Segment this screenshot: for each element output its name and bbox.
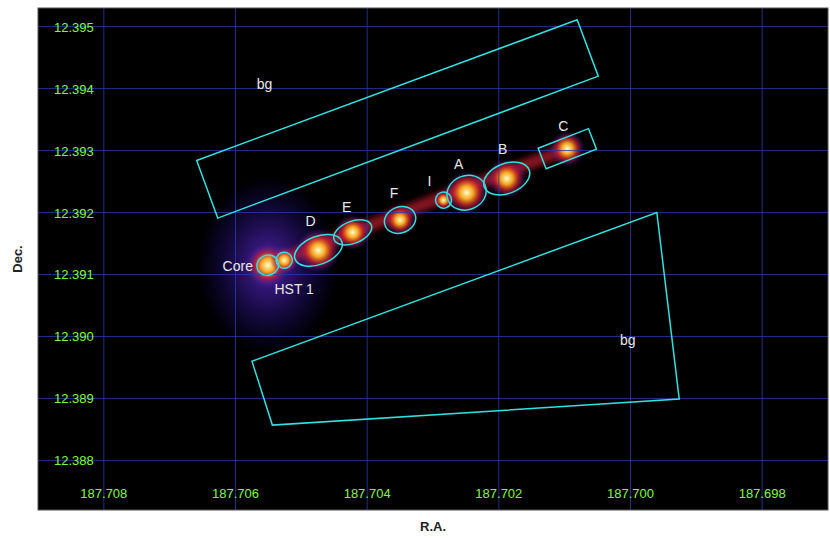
background-region [197,20,599,218]
grid-line [38,460,828,461]
knot-region [442,170,492,216]
x-tick-label: 187.700 [607,486,654,501]
y-tick-label: 12.393 [54,144,94,159]
regions [197,20,680,425]
knot-glow [487,158,527,198]
region-label: bg [620,332,636,348]
grid [38,8,828,510]
emission [198,131,586,356]
grid-line [38,26,828,27]
knot-glow [445,171,489,215]
y-tick-label: 12.392 [54,206,94,221]
x-tick-label: 187.708 [80,486,127,501]
knot-label: I [428,173,432,189]
grid-line [762,8,763,510]
knot-glow [270,246,298,274]
x-tick-label: 187.698 [739,486,786,501]
y-tick-label: 12.389 [54,391,94,406]
background-region [252,213,679,426]
knot-label: HST 1 [274,281,314,297]
knot-label: E [342,199,351,215]
knot-label: C [558,118,568,134]
grid-line [38,336,828,337]
grid-line [630,8,631,510]
grid-line [38,212,828,213]
knot-region [330,215,375,250]
plot-area [38,8,828,510]
x-axis-title: R.A. [420,519,446,534]
knot-label: A [454,156,464,172]
knot-region [538,129,596,169]
y-axis-title: Dec. [10,245,25,272]
knot-region [274,250,295,271]
grid-line [38,398,828,399]
y-tick-label: 12.394 [54,82,94,97]
plot-frame [38,8,828,510]
knot-region [479,156,535,201]
knot-label: Core [223,258,254,274]
knot-region [290,228,347,272]
grid-line [38,274,828,275]
y-tick-label: 12.395 [54,20,94,35]
x-tick-label: 187.702 [475,486,522,501]
knot-region [433,190,454,211]
knot-label: B [498,141,507,157]
labels: Core HST 1 D E F I A B Cbg bg [223,76,636,347]
region-label: bg [257,76,273,92]
y-tick-label: 12.391 [54,267,94,282]
grid-line [367,8,368,510]
knot-label: D [305,213,315,229]
y-tick-label: 12.388 [54,453,94,468]
grid-line [38,88,828,89]
grid-line [103,8,104,510]
chart: CoreHST 1DEFIABCbgbg187.708187.706187.70… [0,0,830,538]
y-tick-label: 12.390 [54,329,94,344]
grid-line [38,150,828,151]
grid-line [498,8,499,510]
knot-label: F [390,185,399,201]
x-tick-label: 187.704 [344,486,391,501]
tick-labels: 187.708 187.706 187.704 187.702 187.700 187.6… [54,20,786,501]
knot-region [380,202,419,238]
x-tick-label: 187.706 [212,486,259,501]
